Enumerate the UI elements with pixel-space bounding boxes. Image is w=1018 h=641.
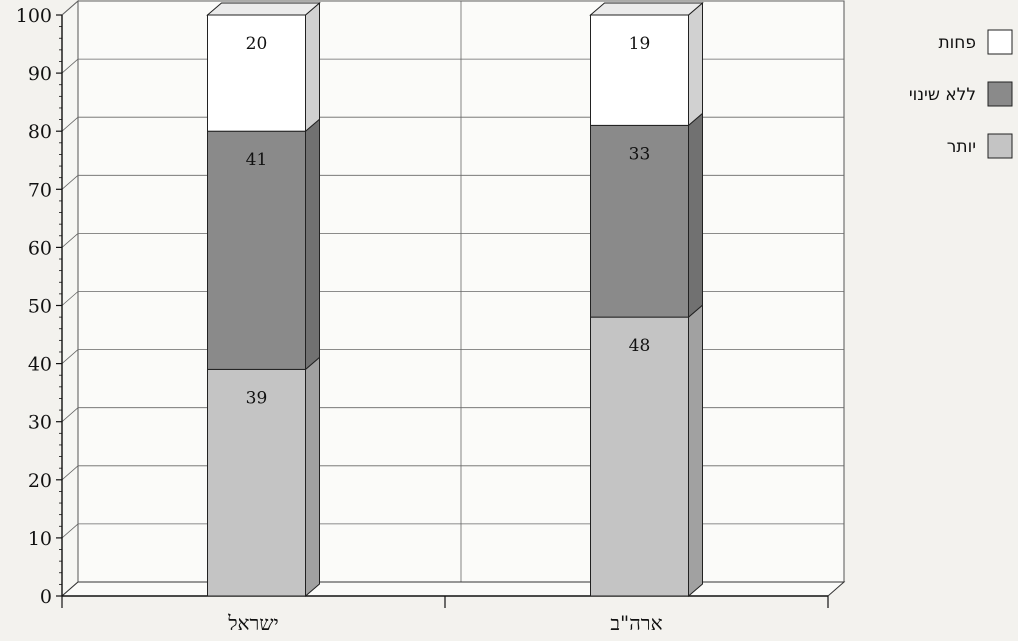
y-tick-label: 20 <box>28 470 52 492</box>
bar-face <box>590 316 689 597</box>
bar-top <box>206 2 321 16</box>
legend-item: פחות <box>938 29 1013 55</box>
data-label: 19 <box>629 34 651 54</box>
plot-floor <box>60 581 846 597</box>
gridline-side <box>61 116 79 132</box>
gridline-side <box>61 174 79 190</box>
data-label: 39 <box>246 388 268 408</box>
gridline-side <box>61 465 79 481</box>
gridline-side <box>61 349 79 364</box>
y-tick-label: 60 <box>28 237 52 259</box>
data-label: 33 <box>629 144 651 164</box>
gridline-side <box>61 233 79 248</box>
legend-swatch <box>987 133 1013 159</box>
y-tick-label: 40 <box>28 354 52 376</box>
bar-face <box>590 124 689 318</box>
legend-swatch <box>987 81 1013 107</box>
gridline-side <box>61 291 79 306</box>
y-tick-label: 80 <box>28 121 52 143</box>
y-tick-label: 90 <box>28 63 52 85</box>
y-tick-label: 100 <box>16 5 52 27</box>
y-tick-label: 30 <box>28 412 52 434</box>
bar-face <box>207 130 306 370</box>
bar-segment <box>206 1 321 133</box>
y-tick-label: 0 <box>40 586 52 608</box>
bar-segment <box>589 1 704 127</box>
bar-side <box>688 112 703 319</box>
y-tick-label: 50 <box>28 296 52 318</box>
legend-label: פחות <box>938 33 976 53</box>
legend-swatch <box>987 29 1013 55</box>
bar-segment <box>590 112 703 319</box>
bar-face <box>207 368 306 597</box>
gridline-side <box>61 0 79 16</box>
bar-side <box>305 1 320 133</box>
bar-segment <box>207 118 320 371</box>
bar-face <box>590 14 689 126</box>
bar-face <box>207 14 306 132</box>
gridline-side <box>61 523 79 539</box>
legend-item: יותר <box>947 133 1013 159</box>
y-tick-label: 10 <box>28 528 52 550</box>
bar-side <box>305 118 320 371</box>
x-tick-label: ישראל <box>227 611 279 635</box>
y-tick-label: 70 <box>28 179 52 201</box>
bar-segment <box>207 356 320 598</box>
data-label: 20 <box>246 34 268 54</box>
bar-side <box>688 1 703 127</box>
bar-side <box>688 304 703 598</box>
gridline-side <box>61 407 79 423</box>
legend-item: ללא שינוי <box>909 81 1013 107</box>
data-label: 48 <box>629 336 651 356</box>
x-tick-label: ארה"ב <box>610 611 662 635</box>
legend-label: יותר <box>947 137 976 157</box>
bar-side <box>305 356 320 598</box>
bar-segment <box>590 304 703 598</box>
legend-label: ללא שינוי <box>909 85 976 105</box>
bar-top <box>589 2 704 16</box>
data-label: 41 <box>246 150 268 170</box>
gridline-side <box>61 58 79 74</box>
